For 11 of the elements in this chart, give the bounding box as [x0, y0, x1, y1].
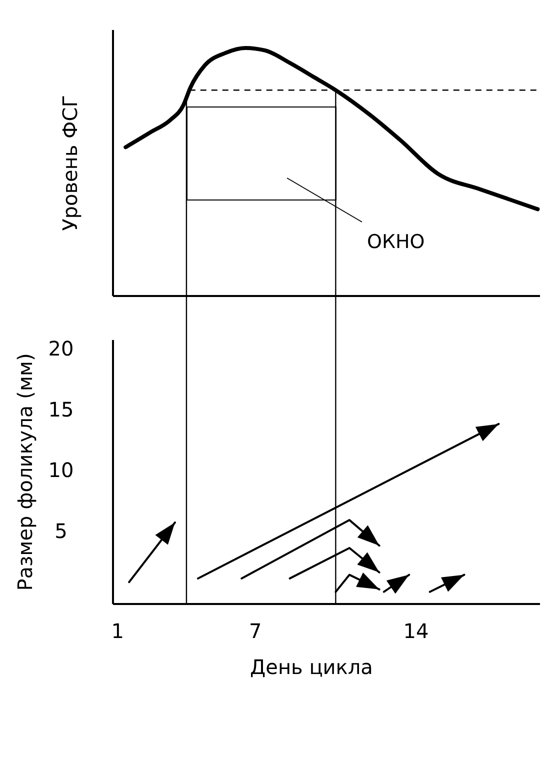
x-tick-label: 1: [111, 619, 124, 643]
x-tick-label: 7: [248, 619, 262, 643]
x-tick-label: 14: [403, 619, 429, 643]
x-axis-title: День цикла: [250, 655, 373, 679]
y-tick-label: 15: [48, 397, 74, 422]
y-tick-label: 5: [54, 519, 68, 544]
annotation: ОКНО: [367, 231, 425, 253]
y-axis-title: Уровень ФСГ: [58, 95, 82, 231]
y-tick-label: 20: [48, 336, 74, 361]
y-axis-title: Размер фоликула (мм): [13, 353, 37, 591]
y-tick-label: 10: [48, 458, 74, 482]
